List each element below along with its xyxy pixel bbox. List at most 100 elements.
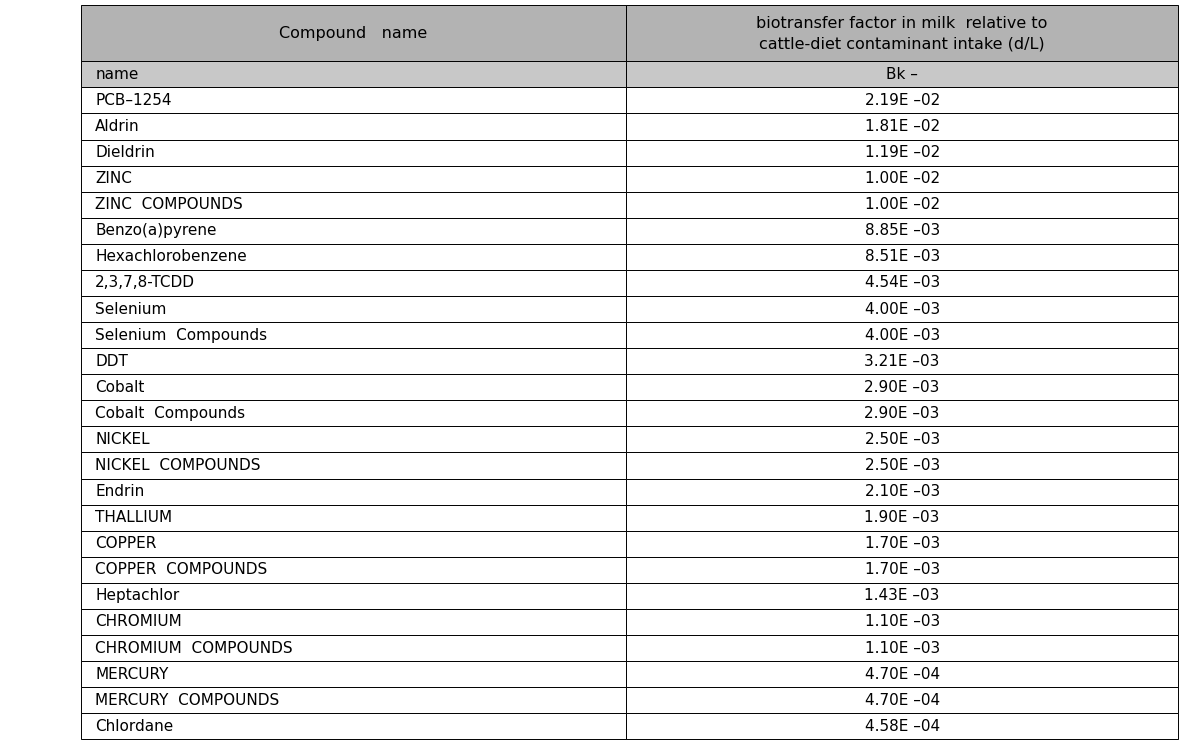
Bar bbox=[81, 88, 626, 114]
Bar bbox=[626, 635, 1178, 661]
Text: CHROMIUM  COMPOUNDS: CHROMIUM COMPOUNDS bbox=[95, 640, 293, 655]
Text: Heptachlor: Heptachlor bbox=[95, 588, 180, 603]
Bar bbox=[626, 114, 1178, 140]
Text: 2.19E –02: 2.19E –02 bbox=[864, 93, 940, 108]
Text: 1.81E –02: 1.81E –02 bbox=[865, 119, 940, 134]
Bar bbox=[626, 687, 1178, 713]
Text: Bk –: Bk – bbox=[887, 67, 919, 82]
Text: 2,3,7,8-TCDD: 2,3,7,8-TCDD bbox=[95, 276, 195, 291]
Bar bbox=[81, 426, 626, 452]
Text: name: name bbox=[95, 67, 138, 82]
Bar bbox=[81, 192, 626, 218]
Text: Endrin: Endrin bbox=[95, 484, 144, 499]
Text: 4.00E –03: 4.00E –03 bbox=[864, 328, 940, 343]
Text: 1.90E –03: 1.90E –03 bbox=[864, 510, 940, 525]
Text: Hexachlorobenzene: Hexachlorobenzene bbox=[95, 250, 248, 265]
Text: 4.54E –03: 4.54E –03 bbox=[864, 276, 940, 291]
Bar bbox=[626, 452, 1178, 478]
Text: Selenium: Selenium bbox=[95, 302, 167, 317]
Text: COPPER: COPPER bbox=[95, 536, 157, 551]
Bar bbox=[81, 504, 626, 531]
Bar bbox=[626, 531, 1178, 557]
Text: 1.10E –03: 1.10E –03 bbox=[864, 614, 940, 629]
Text: Selenium  Compounds: Selenium Compounds bbox=[95, 328, 268, 343]
Bar bbox=[626, 192, 1178, 218]
Text: 1.00E –02: 1.00E –02 bbox=[865, 197, 940, 212]
Text: Chlordane: Chlordane bbox=[95, 718, 174, 734]
Bar bbox=[626, 609, 1178, 635]
Bar bbox=[81, 583, 626, 609]
Bar bbox=[81, 244, 626, 270]
Text: THALLIUM: THALLIUM bbox=[95, 510, 173, 525]
Text: COPPER  COMPOUNDS: COPPER COMPOUNDS bbox=[95, 562, 268, 577]
Bar bbox=[81, 661, 626, 687]
Text: PCB–1254: PCB–1254 bbox=[95, 93, 171, 108]
Text: ZINC: ZINC bbox=[95, 171, 132, 186]
Bar bbox=[81, 531, 626, 557]
Bar bbox=[626, 322, 1178, 348]
Bar bbox=[626, 583, 1178, 609]
Bar bbox=[81, 713, 626, 739]
Text: Benzo(a)pyrene: Benzo(a)pyrene bbox=[95, 224, 217, 239]
Bar bbox=[626, 5, 1178, 61]
Text: 2.10E –03: 2.10E –03 bbox=[864, 484, 940, 499]
Bar bbox=[81, 5, 626, 61]
Bar bbox=[626, 88, 1178, 114]
Bar bbox=[626, 166, 1178, 192]
Text: Cobalt  Compounds: Cobalt Compounds bbox=[95, 406, 245, 421]
Bar bbox=[81, 452, 626, 478]
Text: MERCURY  COMPOUNDS: MERCURY COMPOUNDS bbox=[95, 692, 280, 707]
Text: ZINC  COMPOUNDS: ZINC COMPOUNDS bbox=[95, 197, 243, 212]
Text: 1.70E –03: 1.70E –03 bbox=[864, 536, 940, 551]
Bar bbox=[626, 426, 1178, 452]
Bar bbox=[626, 140, 1178, 166]
Bar bbox=[626, 244, 1178, 270]
Bar bbox=[81, 557, 626, 583]
Text: 4.00E –03: 4.00E –03 bbox=[864, 302, 940, 317]
Text: 1.43E –03: 1.43E –03 bbox=[864, 588, 940, 603]
Text: cattle-diet contaminant intake (d/L): cattle-diet contaminant intake (d/L) bbox=[759, 37, 1045, 52]
Text: 2.50E –03: 2.50E –03 bbox=[864, 432, 940, 447]
Bar bbox=[81, 61, 626, 88]
Bar bbox=[81, 348, 626, 374]
Text: 4.58E –04: 4.58E –04 bbox=[865, 718, 940, 734]
Text: 2.50E –03: 2.50E –03 bbox=[864, 458, 940, 473]
Text: Dieldrin: Dieldrin bbox=[95, 145, 155, 160]
Text: 3.21E –03: 3.21E –03 bbox=[864, 354, 940, 369]
Bar bbox=[81, 374, 626, 400]
Bar bbox=[626, 218, 1178, 244]
Bar bbox=[81, 114, 626, 140]
Text: 4.70E –04: 4.70E –04 bbox=[865, 692, 940, 707]
Text: 4.70E –04: 4.70E –04 bbox=[865, 666, 940, 681]
Text: NICKEL: NICKEL bbox=[95, 432, 150, 447]
Text: NICKEL  COMPOUNDS: NICKEL COMPOUNDS bbox=[95, 458, 261, 473]
Bar bbox=[81, 478, 626, 504]
Text: 1.70E –03: 1.70E –03 bbox=[864, 562, 940, 577]
Bar bbox=[81, 166, 626, 192]
Text: CHROMIUM: CHROMIUM bbox=[95, 614, 182, 629]
Bar bbox=[626, 61, 1178, 88]
Bar bbox=[626, 713, 1178, 739]
Bar bbox=[81, 635, 626, 661]
Bar bbox=[626, 400, 1178, 426]
Bar bbox=[81, 270, 626, 296]
Bar bbox=[626, 270, 1178, 296]
Bar bbox=[626, 504, 1178, 531]
Bar bbox=[81, 687, 626, 713]
Text: MERCURY: MERCURY bbox=[95, 666, 169, 681]
Text: biotransfer factor in milk  relative to: biotransfer factor in milk relative to bbox=[757, 16, 1048, 31]
Text: Cobalt: Cobalt bbox=[95, 380, 144, 395]
Bar bbox=[81, 218, 626, 244]
Text: 8.51E –03: 8.51E –03 bbox=[864, 250, 940, 265]
Bar bbox=[626, 661, 1178, 687]
Text: 8.85E –03: 8.85E –03 bbox=[864, 224, 940, 239]
Text: Compound   name: Compound name bbox=[280, 26, 427, 41]
Bar bbox=[626, 374, 1178, 400]
Text: 1.00E –02: 1.00E –02 bbox=[865, 171, 940, 186]
Bar bbox=[626, 478, 1178, 504]
Text: 1.19E –02: 1.19E –02 bbox=[864, 145, 940, 160]
Text: 2.90E –03: 2.90E –03 bbox=[864, 406, 940, 421]
Bar bbox=[81, 400, 626, 426]
Bar bbox=[626, 296, 1178, 322]
Bar bbox=[81, 296, 626, 322]
